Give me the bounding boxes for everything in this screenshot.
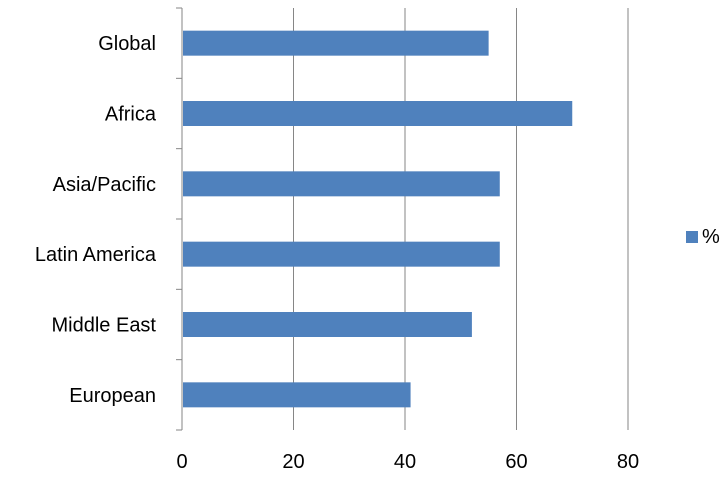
axes [176, 7, 183, 431]
legend: % [686, 226, 720, 248]
x-tick-label: 60 [505, 451, 527, 473]
category-label: Asia/Pacific [53, 174, 156, 196]
labels: 0 20 40 60 80 Global Africa Asia/Pacific Latin A… [35, 33, 639, 473]
x-tick-label: 40 [394, 451, 416, 473]
bar [183, 312, 472, 337]
bar [183, 382, 411, 408]
x-tick-label: 80 [617, 451, 639, 473]
category-label: European [69, 385, 156, 407]
bars [183, 30, 573, 408]
bar [183, 171, 500, 197]
x-tick-label: 20 [282, 451, 304, 473]
category-label: Global [98, 33, 156, 55]
bar [183, 30, 489, 56]
bar [183, 101, 573, 126]
legend-swatch [686, 231, 698, 243]
legend-label: % [702, 226, 720, 248]
category-label: Africa [105, 104, 157, 126]
grid-lines [293, 8, 629, 430]
category-label: Latin America [35, 244, 157, 266]
category-label: Middle East [52, 315, 157, 337]
x-tick-label: 0 [176, 451, 187, 473]
bar [183, 241, 500, 267]
